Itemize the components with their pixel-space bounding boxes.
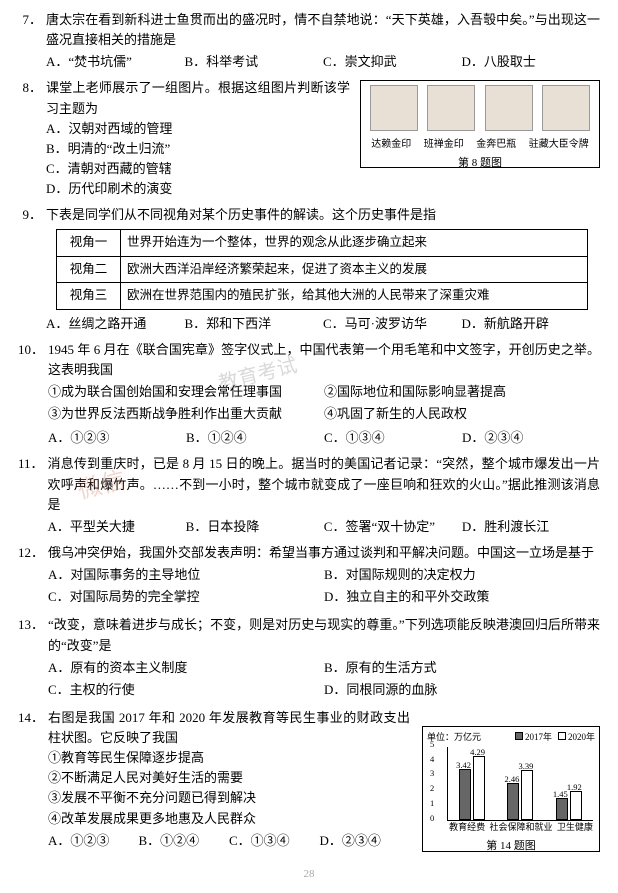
q9-r2c1: 视角二 (57, 256, 121, 282)
q14-number: 14． (18, 708, 48, 851)
q10-opt-d: D．②③④ (462, 428, 600, 448)
legend-2020: 2020年 (558, 731, 595, 745)
page-number: 28 (18, 866, 600, 883)
q12-opt-c: C．对国际局势的完全掌控 (48, 587, 324, 607)
question-14: 14． 右图是我国 2017 年和 2020 年发展教育等民生事业的财政支出柱状… (18, 708, 600, 858)
q9-r3c1: 视角三 (57, 283, 121, 309)
q13-opt-a: A．原有的资本主义制度 (48, 658, 324, 678)
q14-opt-d: D．②③④ (320, 831, 411, 851)
chart-unit: 单位：万亿元 (427, 731, 481, 745)
q14-item-4: ④改革发展成果更多地惠及人民群众 (48, 809, 410, 829)
q13-opt-d: D．同根同源的血脉 (324, 680, 600, 700)
q11-stem: 消息传到重庆时，已是 8 月 15 日的晚上。据当时的美国记者记录：“突然，整个… (48, 454, 600, 514)
legend-2017: 2017年 (515, 731, 552, 745)
question-13: 13． “改变，意味着进步与成长；不变，则是对历史与现实的尊重。”下列选项能反映… (18, 615, 600, 702)
q14-opt-a: A．①②③ (48, 831, 139, 851)
q11-number: 11． (18, 454, 48, 537)
q8-caption: 第 8 题图 (365, 155, 595, 172)
q7-number: 7． (18, 10, 46, 72)
legend-sw-2020 (558, 732, 566, 740)
q9-opt-a: A．丝绸之路开通 (46, 314, 185, 334)
q14-opt-b: B．①②④ (139, 831, 230, 851)
q7-opt-c: C．崇文抑武 (323, 52, 462, 72)
q14-opt-c: C．①③④ (229, 831, 320, 851)
q11-opt-b: B．日本投降 (186, 517, 324, 537)
q8-opt-c: C．清朝对西藏的管辖 (46, 159, 350, 179)
q8-thumb-1 (370, 85, 418, 131)
q9-r1c2: 世界开始连为一个整体，世界的观念从此逐步确立起来 (121, 230, 588, 256)
q8-opt-d: D．历代印刷术的演变 (46, 179, 350, 199)
q12-stem: 俄乌冲突伊始，我国外交部发表声明：希望当事方通过谈判和平解决问题。中国这一立场是… (48, 543, 600, 563)
q8-thumb-3 (485, 85, 533, 131)
q8-thumb-4 (542, 85, 590, 131)
legend-sw-2017 (515, 732, 523, 740)
question-10: 教育考试 10． 1945 年 6 月在《联合国宪章》签字仪式上，中国代表第一个… (18, 340, 600, 449)
q12-number: 12． (18, 543, 48, 609)
q13-stem: “改变，意味着进步与成长；不变，则是对历史与现实的尊重。”下列选项能反映港澳回归… (48, 615, 600, 655)
q9-r2c2: 欧洲大西洋沿岸经济繁荣起来，促进了资本主义的发展 (121, 256, 588, 282)
q12-opt-d: D．独立自主的和平外交政策 (324, 587, 600, 607)
q8-opt-a: A．汉朝对西域的管理 (46, 119, 350, 139)
q10-item-3: ③为世界反法西斯战争胜利作出重大贡献 (48, 404, 324, 424)
q10-number: 10． (18, 340, 48, 449)
q14-item-3: ③发展不平衡不充分问题已得到解决 (48, 788, 410, 808)
q8-image-box: 达赖金印 班禅金印 金奔巴瓶 驻藏大臣令牌 第 8 题图 (360, 80, 600, 168)
q8-thumb-2 (427, 85, 475, 131)
q11-opt-d: D．胜利渡长江 (462, 517, 600, 537)
q11-opt-a: A．平型关大捷 (48, 517, 186, 537)
q13-opt-b: B．原有的生活方式 (324, 658, 600, 678)
question-8: 8． 课堂上老师展示了一组图片。根据这组图片判断该学习主题为 A．汉朝对西域的管… (18, 78, 600, 199)
xlabel-3: 卫生健康 (557, 821, 593, 835)
q14-item-1: ①教育等民生保障逐步提高 (48, 748, 410, 768)
question-7: 7． 唐太宗在看到新科进士鱼贯而出的盛况时，情不自禁地说：“天下英雄，入吾彀中矣… (18, 10, 600, 72)
question-11: 微信 11． 消息传到重庆时，已是 8 月 15 日的晚上。据当时的美国记者记录… (18, 454, 600, 537)
q10-item-1: ①成为联合国创始国和安理会常任理事国 (48, 382, 324, 402)
xlabel-2: 社会保障和就业 (489, 821, 552, 835)
q14-stem: 右图是我国 2017 年和 2020 年发展教育等民生事业的财政支出柱状图。它反… (48, 708, 410, 748)
q14-chart: 单位：万亿元 2017年 2020年 0123453.424.292.463.3… (422, 726, 600, 852)
q7-opt-a: A．“焚书坑儒” (46, 52, 185, 72)
q14-item-2: ②不断满足人民对美好生活的需要 (48, 768, 410, 788)
q12-opt-a: A．对国际事务的主导地位 (48, 565, 324, 585)
q8-opt-b: B．明清的“改土归流” (46, 139, 350, 159)
q7-opt-d: D．八股取士 (462, 52, 601, 72)
q7-stem: 唐太宗在看到新科进士鱼贯而出的盛况时，情不自禁地说：“天下英雄，入吾彀中矣。”与… (46, 10, 600, 50)
q9-r3c2: 欧洲在世界范围内的殖民扩张，给其他大洲的人民带来了深重灾难 (121, 283, 588, 309)
question-12: 12． 俄乌冲突伊始，我国外交部发表声明：希望当事方通过谈判和平解决问题。中国这… (18, 543, 600, 609)
q9-table: 视角一世界开始连为一个整体，世界的观念从此逐步确立起来 视角二欧洲大西洋沿岸经济… (56, 229, 588, 309)
q7-opt-b: B．科举考试 (185, 52, 324, 72)
xlabel-1: 教育经费 (449, 821, 485, 835)
q10-item-4: ④巩固了新生的人民政权 (324, 404, 600, 424)
q8-stem: 课堂上老师展示了一组图片。根据这组图片判断该学习主题为 (46, 78, 350, 118)
q9-r1c1: 视角一 (57, 230, 121, 256)
question-9: 9． 下表是同学们从不同视角对某个历史事件的解读。这个历史事件是指 视角一世界开… (18, 205, 600, 333)
q8-label-3: 金奔巴瓶 (476, 137, 516, 153)
q8-number: 8． (18, 78, 46, 199)
q13-number: 13． (18, 615, 48, 702)
q10-opt-a: A．①②③ (48, 428, 186, 448)
q8-label-4: 驻藏大臣令牌 (529, 137, 589, 153)
q10-opt-b: B．①②④ (186, 428, 324, 448)
q9-opt-c: C．马可·波罗访华 (323, 314, 462, 334)
q8-label-1: 达赖金印 (371, 137, 411, 153)
q14-caption: 第 14 题图 (427, 838, 595, 855)
q9-opt-d: D．新航路开辟 (462, 314, 601, 334)
q10-opt-c: C．①③④ (324, 428, 462, 448)
q11-opt-c: C．签署“双十协定” (324, 517, 462, 537)
q13-opt-c: C．主权的行使 (48, 680, 324, 700)
q10-item-2: ②国际地位和国际影响显著提高 (324, 382, 600, 402)
q12-opt-b: B．对国际规则的决定权力 (324, 565, 600, 585)
q10-stem: 1945 年 6 月在《联合国宪章》签字仪式上，中国代表第一个用毛笔和中文签字，… (48, 340, 600, 380)
q9-number: 9． (18, 205, 46, 333)
q8-label-2: 班禅金印 (424, 137, 464, 153)
q9-opt-b: B．郑和下西洋 (185, 314, 324, 334)
q9-stem: 下表是同学们从不同视角对某个历史事件的解读。这个历史事件是指 (46, 205, 600, 225)
